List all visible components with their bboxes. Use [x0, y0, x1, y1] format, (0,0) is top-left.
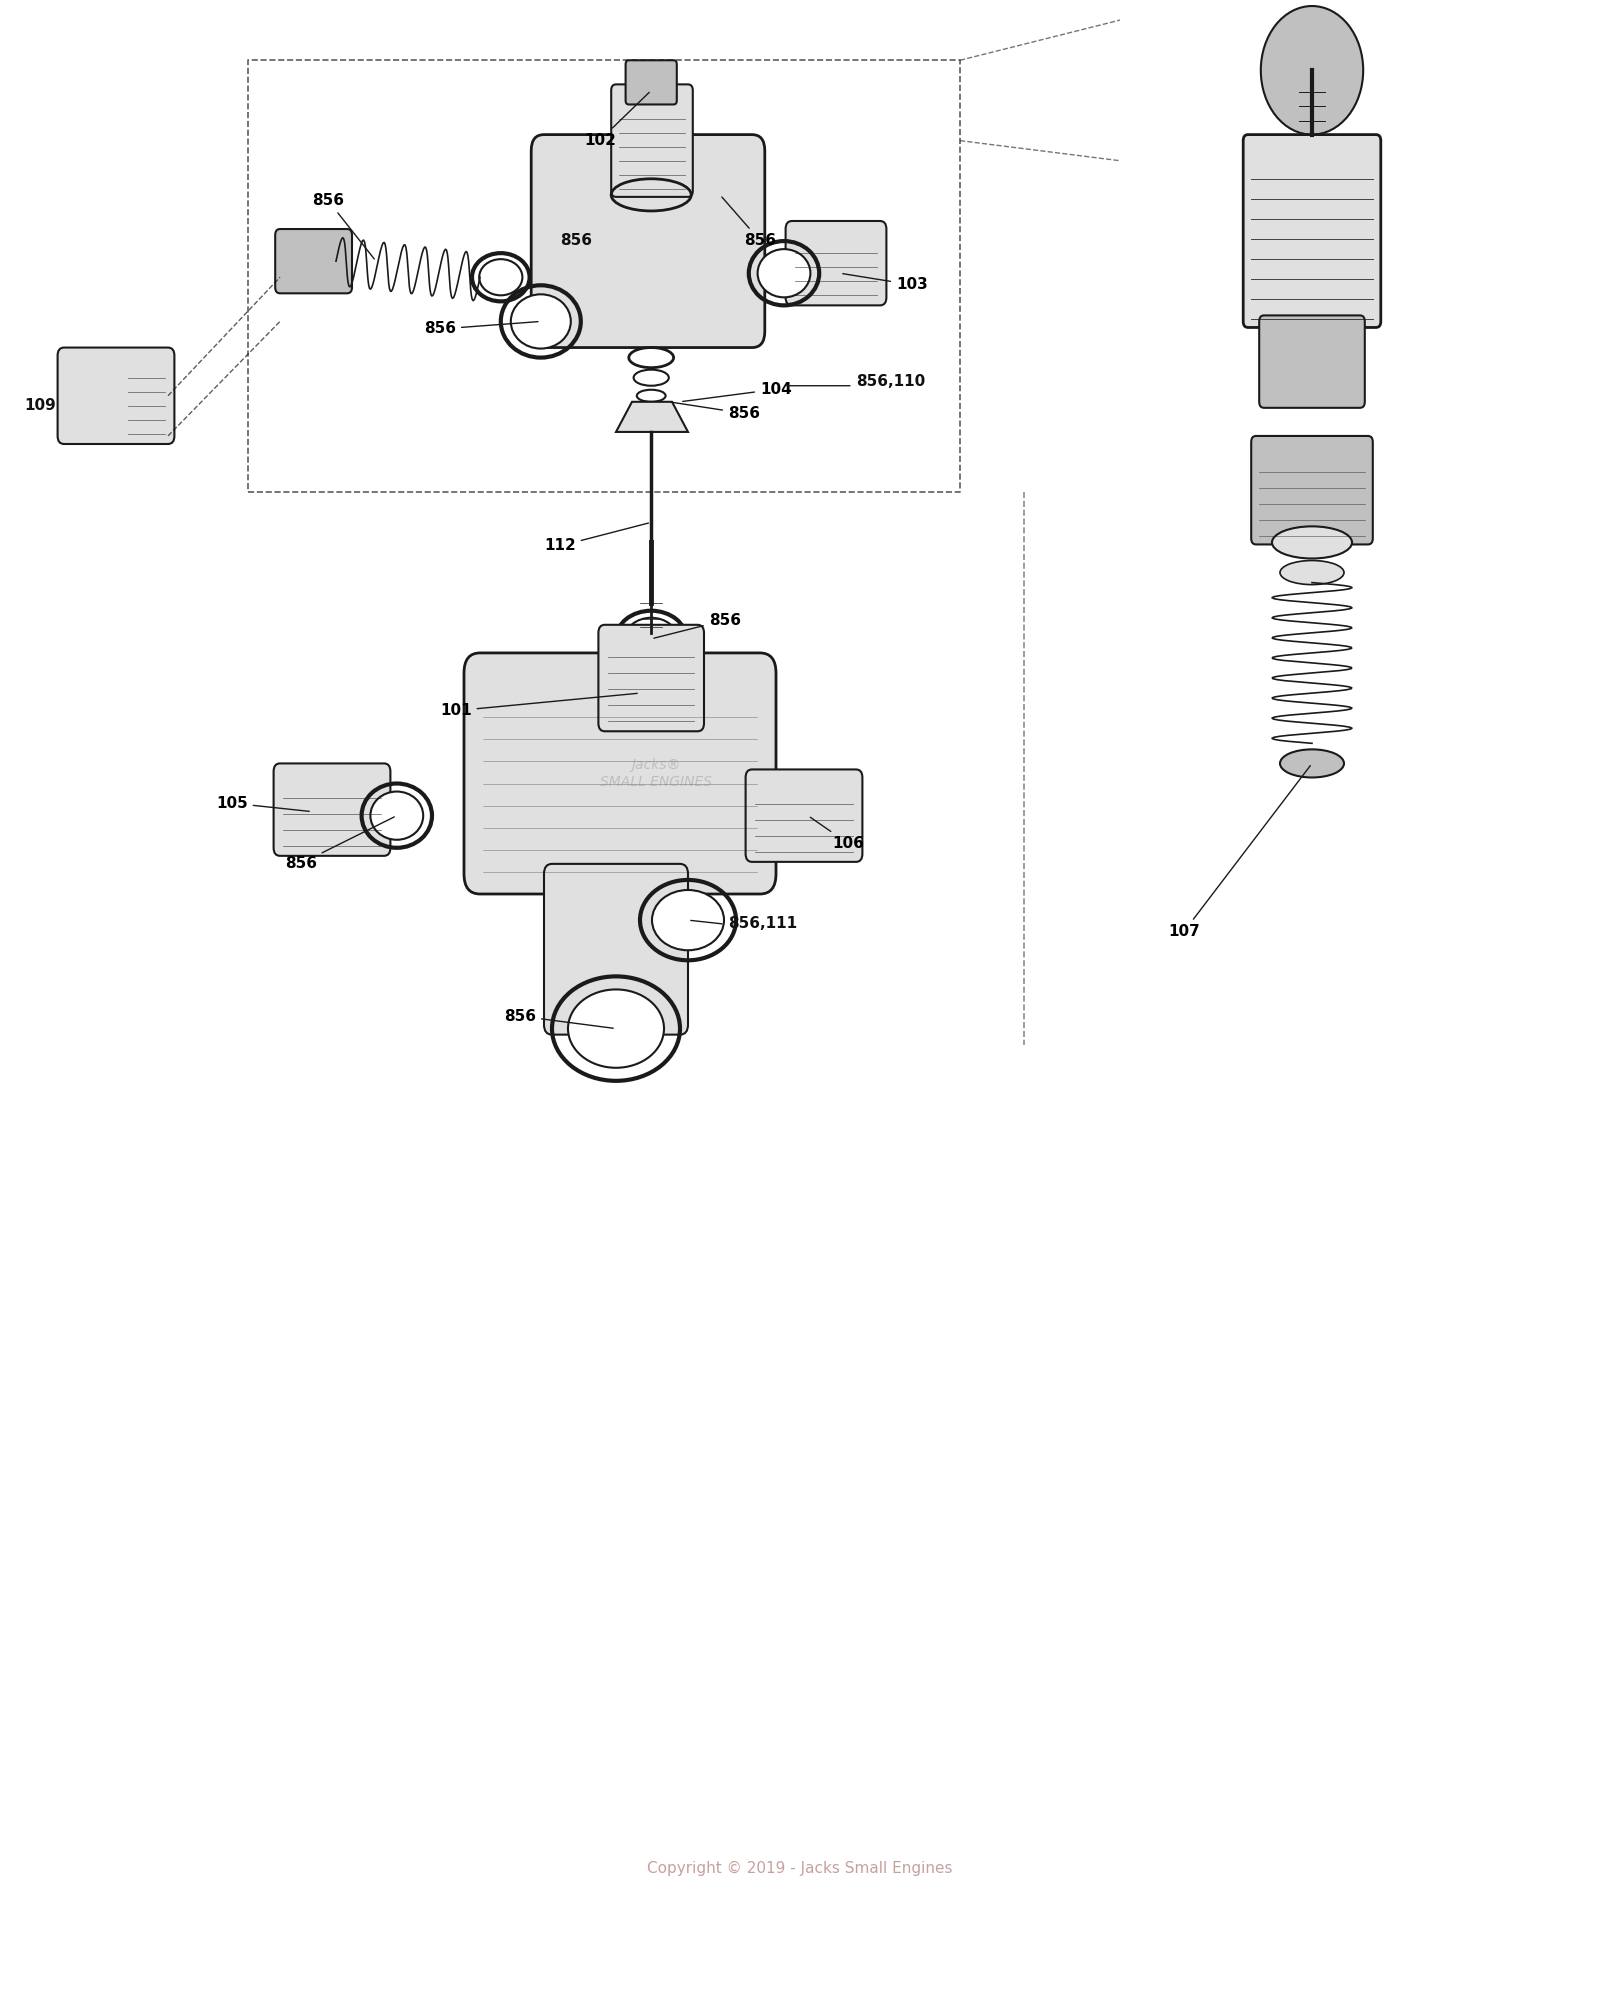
Text: 107: 107	[1168, 765, 1310, 938]
Text: 103: 103	[843, 273, 928, 291]
Text: 101: 101	[440, 693, 637, 717]
Ellipse shape	[653, 890, 723, 950]
FancyBboxPatch shape	[746, 769, 862, 862]
Text: 856,111: 856,111	[728, 916, 797, 930]
Ellipse shape	[480, 259, 522, 295]
FancyBboxPatch shape	[275, 229, 352, 293]
Text: 856: 856	[654, 613, 741, 639]
Ellipse shape	[1272, 526, 1352, 559]
Polygon shape	[616, 402, 688, 432]
Ellipse shape	[510, 295, 571, 350]
Text: 112: 112	[544, 522, 648, 552]
Circle shape	[1261, 6, 1363, 135]
Ellipse shape	[758, 249, 811, 297]
Text: 856: 856	[560, 233, 592, 247]
Text: 104: 104	[683, 382, 792, 402]
Ellipse shape	[371, 792, 422, 840]
Text: 102: 102	[584, 92, 650, 147]
Text: Jacks®
SMALL ENGINES: Jacks® SMALL ENGINES	[600, 757, 712, 790]
FancyBboxPatch shape	[464, 653, 776, 894]
Ellipse shape	[624, 619, 677, 659]
Text: 856: 856	[722, 197, 776, 247]
Text: 856,110: 856,110	[856, 374, 925, 388]
FancyBboxPatch shape	[1251, 436, 1373, 544]
Text: 856: 856	[424, 321, 538, 336]
FancyBboxPatch shape	[544, 864, 688, 1035]
Text: Copyright © 2019 - Jacks Small Engines: Copyright © 2019 - Jacks Small Engines	[648, 1860, 952, 1876]
FancyBboxPatch shape	[1259, 315, 1365, 408]
Text: 856: 856	[285, 818, 394, 870]
Text: 856: 856	[504, 1009, 613, 1029]
Text: 109: 109	[24, 398, 56, 412]
FancyBboxPatch shape	[531, 135, 765, 348]
Text: 856: 856	[312, 193, 374, 259]
FancyBboxPatch shape	[58, 348, 174, 444]
FancyBboxPatch shape	[626, 60, 677, 104]
FancyBboxPatch shape	[598, 625, 704, 731]
Text: 106: 106	[810, 818, 864, 850]
FancyBboxPatch shape	[1243, 135, 1381, 327]
Text: 856: 856	[672, 402, 760, 420]
FancyBboxPatch shape	[786, 221, 886, 305]
Ellipse shape	[1280, 561, 1344, 585]
Ellipse shape	[568, 990, 664, 1069]
FancyBboxPatch shape	[611, 84, 693, 197]
Ellipse shape	[1280, 749, 1344, 777]
FancyBboxPatch shape	[274, 763, 390, 856]
Text: 105: 105	[216, 796, 309, 812]
